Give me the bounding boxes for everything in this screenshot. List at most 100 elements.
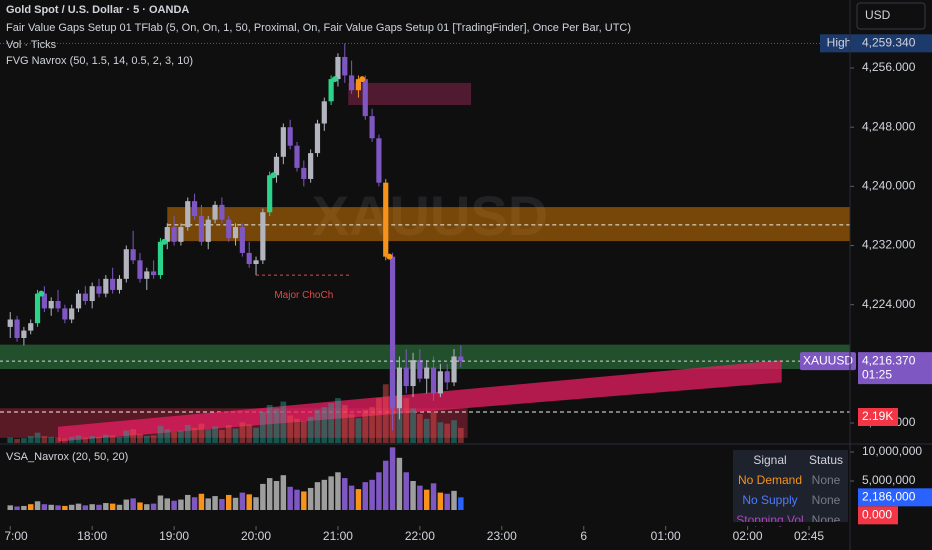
candle-body xyxy=(280,127,286,157)
countdown-label: 01:25 xyxy=(862,367,892,381)
vsa-bar xyxy=(383,460,389,510)
vsa-bar xyxy=(219,498,225,510)
candle-body xyxy=(430,367,437,394)
vsa-bar xyxy=(164,498,170,510)
table-cell: None xyxy=(812,473,841,487)
candle-body xyxy=(232,227,239,239)
volume-bar xyxy=(164,429,171,443)
currency-label[interactable]: USD xyxy=(865,8,891,22)
second-badge-label: 0.000 xyxy=(862,507,892,521)
vsa-bar xyxy=(396,457,403,510)
symbol-badge xyxy=(800,352,856,371)
vsa-bar xyxy=(75,503,82,510)
volume-bar xyxy=(184,425,191,443)
volume-bar xyxy=(314,409,321,443)
volume-bar xyxy=(41,436,48,443)
vsa-bar xyxy=(34,501,41,510)
volume-bar xyxy=(307,416,314,443)
vsa-bar xyxy=(171,500,177,510)
candle-body xyxy=(253,260,259,265)
candle-body xyxy=(321,101,327,124)
vsa-bar xyxy=(7,505,13,510)
candle-body xyxy=(110,278,116,290)
volume-bar xyxy=(68,436,75,443)
volume-bar xyxy=(7,437,14,443)
volume-bar xyxy=(205,429,212,443)
vsa-bar xyxy=(307,487,314,510)
volume-bar xyxy=(287,415,294,443)
candle-body xyxy=(164,227,170,242)
candle-body xyxy=(28,323,34,331)
volume-bar xyxy=(430,411,437,443)
candle-body xyxy=(212,204,218,220)
volume-bar xyxy=(444,423,451,443)
volume-bar xyxy=(27,436,34,443)
volume-bar xyxy=(423,418,430,443)
candle-body xyxy=(89,286,95,302)
vsa-bar xyxy=(62,505,68,510)
vsa-bar xyxy=(150,503,157,510)
volume-bar xyxy=(96,436,102,443)
volume-bar xyxy=(34,432,41,443)
candle-body xyxy=(191,201,198,216)
indicator-legend: Fair Value Gaps Setup 01 TFlab (5, On, O… xyxy=(6,22,631,34)
candle-body xyxy=(328,79,334,102)
vsa-bar xyxy=(335,472,341,510)
vsa-bar xyxy=(144,504,150,510)
volume-bar xyxy=(451,420,457,443)
candle-body xyxy=(335,56,341,80)
signal-dot xyxy=(359,76,366,83)
vsa-bar xyxy=(253,497,259,510)
volume-bar xyxy=(75,435,82,443)
candle-body xyxy=(157,241,164,276)
candle-body xyxy=(41,293,47,309)
vsa-bar xyxy=(27,504,34,510)
vsa-bar xyxy=(403,472,409,510)
volume-bar xyxy=(157,425,164,443)
vsa-bar xyxy=(451,490,457,510)
vsa-bar xyxy=(287,486,293,510)
vsa-bar xyxy=(458,497,464,510)
vsa-bar xyxy=(417,485,423,510)
high-value-label: 4,259.340 xyxy=(862,36,916,50)
trend-channel xyxy=(58,360,782,442)
volume-bar xyxy=(437,422,444,443)
last-price-badge xyxy=(858,352,932,385)
y-tick-label: 5,000,000 xyxy=(862,473,916,487)
candle-body xyxy=(424,367,430,379)
y-tick-label: 4,256.000 xyxy=(862,60,916,74)
candle-body xyxy=(14,319,20,338)
vsa-bar xyxy=(123,499,130,510)
second-badge xyxy=(858,506,898,525)
candle-body xyxy=(355,79,362,91)
indicator-legend: FVG Navrox (50, 1.5, 14, 0.5, 2, 3, 10) xyxy=(6,55,193,67)
x-tick-label: 21:00 xyxy=(323,529,353,543)
vsa-bar xyxy=(321,479,328,510)
fvg-zone xyxy=(167,207,851,242)
volume-bar xyxy=(130,429,136,443)
high-value-badge xyxy=(858,34,932,53)
volume-bar xyxy=(280,401,287,443)
candle-body xyxy=(376,138,382,183)
fvg-zone xyxy=(0,344,850,370)
y-tick-label: 4,232.000 xyxy=(862,238,916,252)
vsa-value-badge xyxy=(858,488,932,507)
vsa-bar xyxy=(430,483,437,510)
volume-bar xyxy=(143,436,150,443)
candle-body xyxy=(362,79,368,117)
vsa-bar xyxy=(437,492,444,510)
candle-body xyxy=(451,356,457,383)
vsa-bar xyxy=(260,483,266,510)
currency-button[interactable] xyxy=(856,2,926,30)
vsa-bar xyxy=(198,493,205,510)
vsa-bar xyxy=(130,498,136,510)
y-tick-label: 10,000,000 xyxy=(862,444,922,458)
candle-body xyxy=(48,301,54,309)
y-tick-label: 4,248.000 xyxy=(862,119,916,133)
candle-body xyxy=(144,271,150,279)
volume-bar xyxy=(178,430,184,443)
candle-body xyxy=(417,360,423,379)
volume-bar xyxy=(355,418,362,443)
vsa-bar xyxy=(239,492,246,510)
